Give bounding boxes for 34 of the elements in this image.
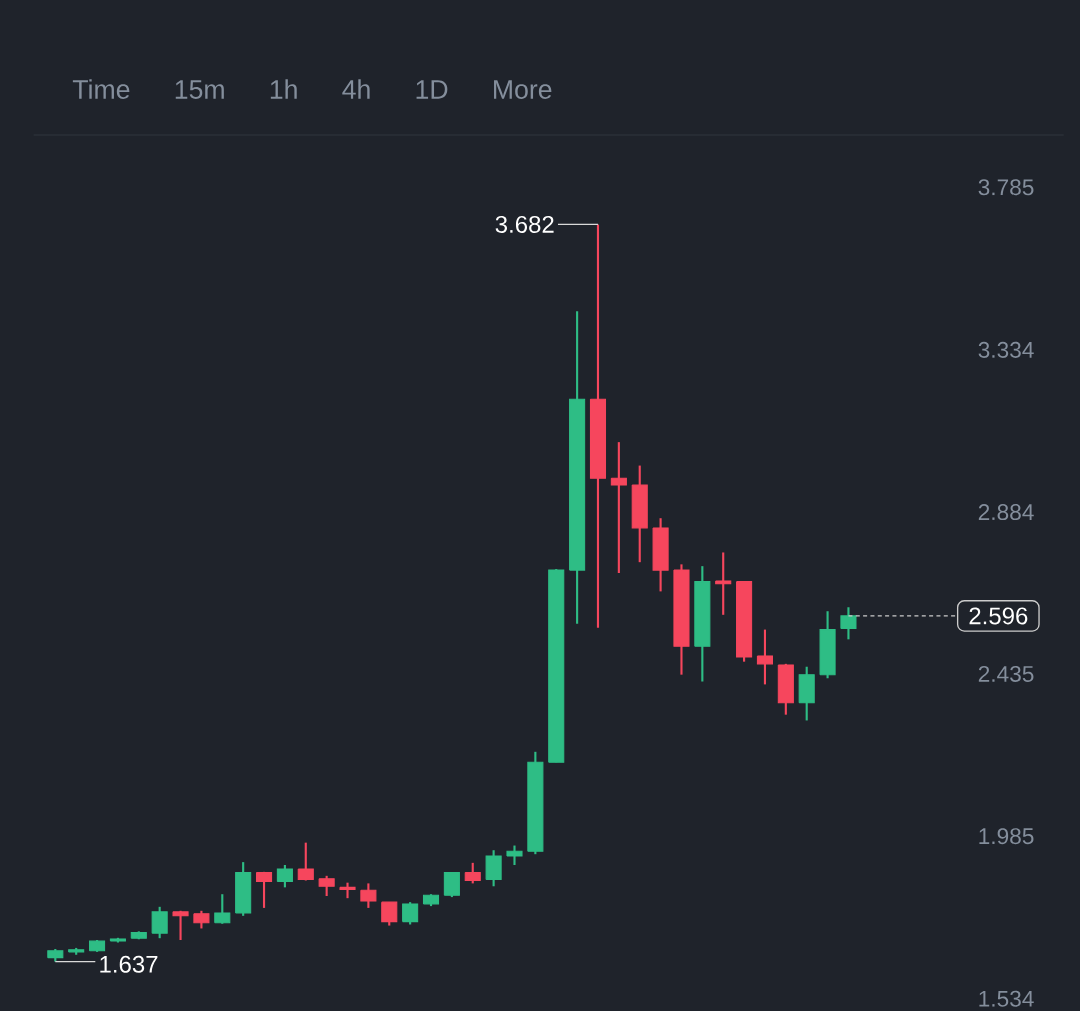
candlestick <box>381 900 398 927</box>
candlestick <box>151 905 168 940</box>
candlestick <box>297 841 314 882</box>
candlestick <box>276 863 293 889</box>
y-tick-label: 3.785 <box>978 179 1034 196</box>
candlestick <box>840 606 857 641</box>
ref-line-label: 2.596 <box>969 607 1028 625</box>
text: 4h <box>342 79 370 99</box>
text: 15m <box>175 80 224 99</box>
candlestick <box>464 861 481 885</box>
text: 1D <box>416 80 448 99</box>
candlestick <box>715 551 732 616</box>
annotation: 1.637 <box>100 955 158 973</box>
text: 1h <box>270 79 297 99</box>
candlestick <box>506 844 523 866</box>
candlestick <box>339 881 356 900</box>
text: Time <box>72 79 130 99</box>
candlestick <box>318 874 335 897</box>
candlestick <box>610 440 627 574</box>
candlestick <box>360 882 377 909</box>
y-tick-label: 1.985 <box>979 828 1034 845</box>
y-tick-label: 3.334 <box>978 341 1034 358</box>
y-tick-label: 2.884 <box>978 503 1034 520</box>
candlestick <box>443 871 460 899</box>
candlestick <box>172 909 189 941</box>
y-tick-label: 1.534 <box>979 990 1034 1007</box>
candlestick <box>485 849 502 888</box>
y-tick-label: 2.435 <box>978 665 1034 682</box>
annotation: 3.682 <box>495 215 554 233</box>
candlestick <box>214 893 231 925</box>
text: More <box>494 80 552 99</box>
candlestick <box>255 870 273 909</box>
candlestick <box>402 900 419 926</box>
candlestick <box>756 628 774 686</box>
